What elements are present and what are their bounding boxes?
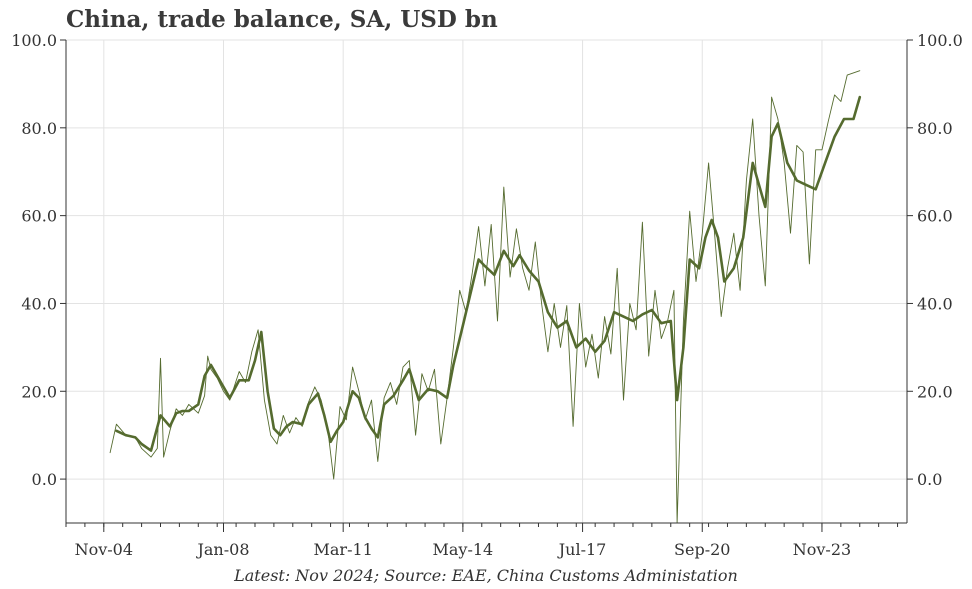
y-tick-label-right: 20.0 [917, 382, 953, 401]
x-tick-label: Nov-04 [75, 540, 133, 559]
y-tick-label-left: 40.0 [21, 294, 57, 313]
series-line-moving-average [115, 95, 862, 452]
x-tick-label: Nov-23 [793, 540, 851, 559]
series-lines [109, 70, 862, 524]
y-tick-label-right: 40.0 [917, 294, 953, 313]
series-line-monthly [109, 70, 861, 524]
x-tick-label: May-14 [433, 540, 494, 559]
y-tick-label-right: 80.0 [917, 119, 953, 138]
y-tick-label-right: 100.0 [917, 31, 963, 50]
x-tick-label: Jan-08 [195, 540, 249, 559]
x-tick-label: Mar-11 [314, 540, 373, 559]
y-tick-label-right: 0.0 [917, 470, 942, 489]
y-tick-label-left: 100.0 [11, 31, 57, 50]
y-tick-label-left: 20.0 [21, 382, 57, 401]
axes [60, 39, 913, 532]
grid-lines [66, 39, 907, 523]
chart-footnote: Latest: Nov 2024; Source: EAE, China Cus… [234, 566, 738, 585]
chart-title: China, trade balance, SA, USD bn [66, 6, 498, 33]
x-tick-label: Sep-20 [674, 540, 730, 559]
y-tick-label-left: 60.0 [21, 207, 57, 226]
tick-labels: 0.0 0.0 20.0 20.0 40.0 40.0 60.0 60.0 80.0 80.0 10… [11, 31, 963, 559]
x-tick-label: Jul-17 [557, 540, 607, 559]
y-tick-label-left: 0.0 [32, 470, 57, 489]
y-tick-label-left: 80.0 [21, 119, 57, 138]
y-tick-label-right: 60.0 [917, 207, 953, 226]
